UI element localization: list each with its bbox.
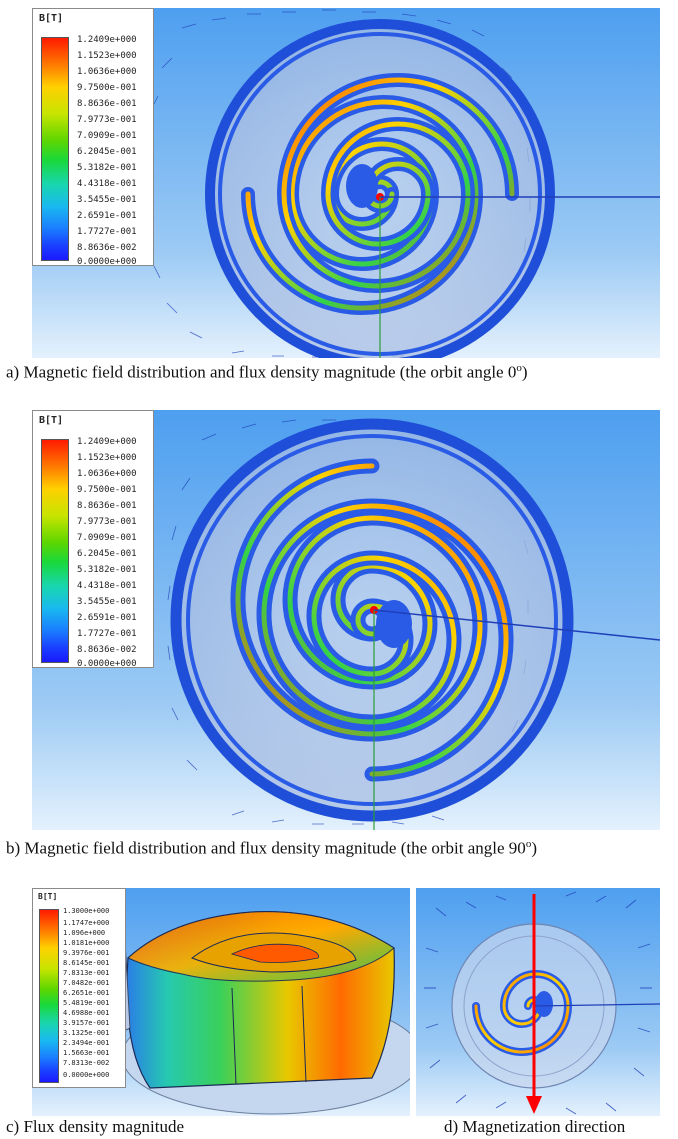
panel-c-simulation-image <box>32 888 410 1116</box>
legend-colorbar <box>41 37 69 261</box>
panel-d-simulation-image <box>416 888 660 1116</box>
legend-tick: 1.7727e-001 <box>77 227 137 237</box>
spiral-scrolls <box>230 458 514 782</box>
panel-a-simulation-image <box>32 8 660 358</box>
caption-d: d) Magnetization direction <box>444 1117 626 1136</box>
legend-tick: 3.5455e-001 <box>77 597 137 607</box>
legend-tick: 1.1747e+000 <box>63 919 110 927</box>
legend-tick: 1.7727e-001 <box>77 629 137 639</box>
legend-tick: 2.6591e-001 <box>77 211 137 221</box>
magnetization-arrowhead <box>526 1096 542 1114</box>
legend-tick: 5.3182e-001 <box>77 163 137 173</box>
legend-tick: 1.0181e+000 <box>63 939 110 947</box>
panel-a-field-view <box>32 8 660 358</box>
panel-d-magnetization-view <box>416 888 660 1116</box>
legend-tick: 0.0000e+000 <box>77 659 137 669</box>
legend-tick: 8.8636e-001 <box>77 501 137 511</box>
legend-tick: 1.1523e+000 <box>77 453 137 463</box>
caption-b-text: b) Magnetic field distribution and flux … <box>6 838 526 858</box>
legend-tick: 1.0636e+000 <box>77 67 137 77</box>
caption-b: b) Magnetic field distribution and flux … <box>6 838 537 859</box>
legend-tick: 8.8636e-002 <box>77 645 137 655</box>
panel-b-legend: B[T] 1.2409e+000 1.1523e+000 1.0636e+000… <box>32 410 154 669</box>
legend-tick: 8.6145e-001 <box>63 959 110 967</box>
legend-tick: 5.4819e-001 <box>63 999 110 1007</box>
legend-tick: 8.8636e-002 <box>77 243 137 253</box>
legend-tick: 1.096e+000 <box>63 929 106 937</box>
legend-colorbar <box>41 439 69 663</box>
legend-tick: 3.1325e-001 <box>63 1029 110 1037</box>
legend-tick: 0.0000e+000 <box>77 257 137 267</box>
legend-tick: 1.3000e+000 <box>63 907 110 915</box>
spiral-scrolls <box>241 73 519 315</box>
panel-c-3d-view <box>32 888 410 1116</box>
panel-a-legend: B[T] 1.2409e+000 1.1523e+000 1.0636e+000… <box>32 8 154 267</box>
caption-b-close: ) <box>531 838 537 858</box>
legend-tick: 7.0909e-001 <box>77 131 137 141</box>
legend-tick: 7.9773e-001 <box>77 517 137 527</box>
legend-tick: 1.5663e-001 <box>63 1049 110 1057</box>
legend-tick: 5.3182e-001 <box>77 565 137 575</box>
legend-tick: 6.2045e-001 <box>77 549 137 559</box>
legend-tick: 1.0636e+000 <box>77 469 137 479</box>
legend-tick: 8.8636e-001 <box>77 99 137 109</box>
caption-a-close: ) <box>521 362 528 382</box>
legend-tick: 1.2409e+000 <box>77 35 137 45</box>
legend-tick: 4.6988e-001 <box>63 1009 110 1017</box>
caption-a-text: a) Magnetic field distribution and flux … <box>6 362 517 382</box>
legend-tick: 3.9157e-001 <box>63 1019 110 1027</box>
legend-tick: 7.8313e-001 <box>63 969 110 977</box>
legend-colorbar <box>39 909 59 1083</box>
field-arrows <box>424 891 652 1115</box>
legend-title: B[T] <box>39 13 64 24</box>
caption-a: a) Magnetic field distribution and flux … <box>6 362 528 383</box>
caption-a-degree: o <box>516 362 522 374</box>
legend-tick: 4.4318e-001 <box>77 179 137 189</box>
legend-tick: 7.0482e-001 <box>63 979 110 987</box>
legend-tick: 9.3976e-001 <box>63 949 110 957</box>
legend-tick: 1.1523e+000 <box>77 51 137 61</box>
legend-tick: 6.2651e-001 <box>63 989 110 997</box>
legend-tick: 7.9773e-001 <box>77 115 137 125</box>
legend-title: B[T] <box>39 415 64 426</box>
caption-b-degree: o <box>525 838 532 850</box>
legend-tick: 2.3494e-001 <box>63 1039 110 1047</box>
legend-tick: 7.8313e-002 <box>63 1059 110 1067</box>
legend-tick: 6.2045e-001 <box>77 147 137 157</box>
legend-tick: 9.7500e-001 <box>77 83 137 93</box>
legend-tick: 9.7500e-001 <box>77 485 137 495</box>
legend-tick: 0.0000e+000 <box>63 1071 110 1079</box>
legend-tick: 2.6591e-001 <box>77 613 137 623</box>
legend-tick: 7.0909e-001 <box>77 533 137 543</box>
legend-title: B[T] <box>38 892 58 901</box>
panel-c-legend: B[T] 1.3000e+000 1.1747e+000 1.096e+000 … <box>32 888 126 1088</box>
legend-tick: 3.5455e-001 <box>77 195 137 205</box>
legend-tick: 1.2409e+000 <box>77 437 137 447</box>
caption-c: c) Flux density magnitude <box>6 1117 185 1136</box>
legend-tick: 4.4318e-001 <box>77 581 137 591</box>
